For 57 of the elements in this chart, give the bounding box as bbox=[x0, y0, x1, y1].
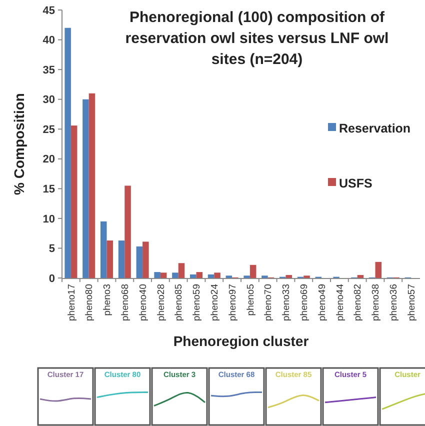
x-axis-title: Phenoregion cluster bbox=[173, 333, 310, 349]
x-tick-label: pheno80 bbox=[84, 284, 96, 321]
bar bbox=[172, 272, 178, 278]
bar bbox=[196, 272, 203, 278]
x-tick-label: pheno57 bbox=[406, 284, 418, 321]
x-tick-label: pheno68 bbox=[120, 284, 131, 321]
x-tick-label: pheno3 bbox=[102, 284, 114, 316]
x-tick-label: pheno49 bbox=[316, 284, 328, 321]
bar bbox=[88, 93, 96, 278]
bar bbox=[160, 272, 167, 278]
y-tick-label: 45 bbox=[42, 4, 55, 17]
bar bbox=[357, 275, 364, 278]
x-tick-label: pheno85 bbox=[174, 284, 185, 321]
x-tick-label: pheno40 bbox=[138, 284, 149, 321]
x-tick-label: pheno5 bbox=[245, 284, 256, 316]
y-tick-label: 10 bbox=[42, 213, 55, 226]
y-axis-title: % Composition bbox=[11, 93, 27, 195]
bar bbox=[154, 272, 160, 278]
y-tick-label: 0 bbox=[48, 272, 55, 285]
bar bbox=[136, 246, 143, 278]
bar bbox=[82, 99, 89, 278]
y-tick-label: 30 bbox=[42, 94, 55, 106]
legend-label: Reservation bbox=[339, 121, 411, 136]
bar bbox=[106, 240, 114, 278]
x-tick-label: pheno28 bbox=[156, 284, 167, 321]
x-tick-label: pheno82 bbox=[352, 284, 364, 321]
bar bbox=[375, 262, 382, 278]
bar bbox=[124, 186, 131, 278]
legend-label: USFS bbox=[339, 176, 372, 190]
y-tick-label: 15 bbox=[42, 184, 55, 196]
x-tick-label: pheno38 bbox=[370, 284, 382, 321]
x-tick-label: pheno59 bbox=[192, 284, 203, 321]
y-tick-label: 20 bbox=[42, 154, 55, 166]
bar bbox=[286, 275, 292, 278]
bar bbox=[70, 126, 78, 278]
bar bbox=[178, 263, 185, 278]
x-tick-label: pheno44 bbox=[334, 284, 346, 321]
bar bbox=[142, 242, 149, 278]
x-tick-label: pheno17 bbox=[66, 284, 78, 321]
bar bbox=[190, 274, 196, 278]
x-tick-label: pheno70 bbox=[263, 284, 274, 321]
bar bbox=[64, 28, 71, 278]
x-tick-label: pheno33 bbox=[281, 284, 292, 321]
bar bbox=[250, 264, 256, 278]
bar bbox=[118, 240, 125, 278]
x-tick-label: pheno24 bbox=[209, 284, 220, 321]
bar bbox=[208, 274, 214, 278]
x-tick-label: pheno69 bbox=[298, 284, 310, 321]
bar bbox=[214, 272, 220, 278]
bar bbox=[100, 221, 107, 278]
x-tick-label: pheno97 bbox=[227, 284, 238, 321]
y-tick-label: 5 bbox=[48, 243, 55, 256]
y-tick-label: 35 bbox=[42, 64, 55, 76]
x-tick-label: pheno36 bbox=[388, 284, 400, 321]
y-tick-label: 40 bbox=[42, 34, 55, 47]
y-tick-label: 25 bbox=[42, 124, 55, 136]
text: Phenoregional (100) composition of reservation owl sites versus LNF owl sites (n=204) bbox=[125, 9, 389, 68]
